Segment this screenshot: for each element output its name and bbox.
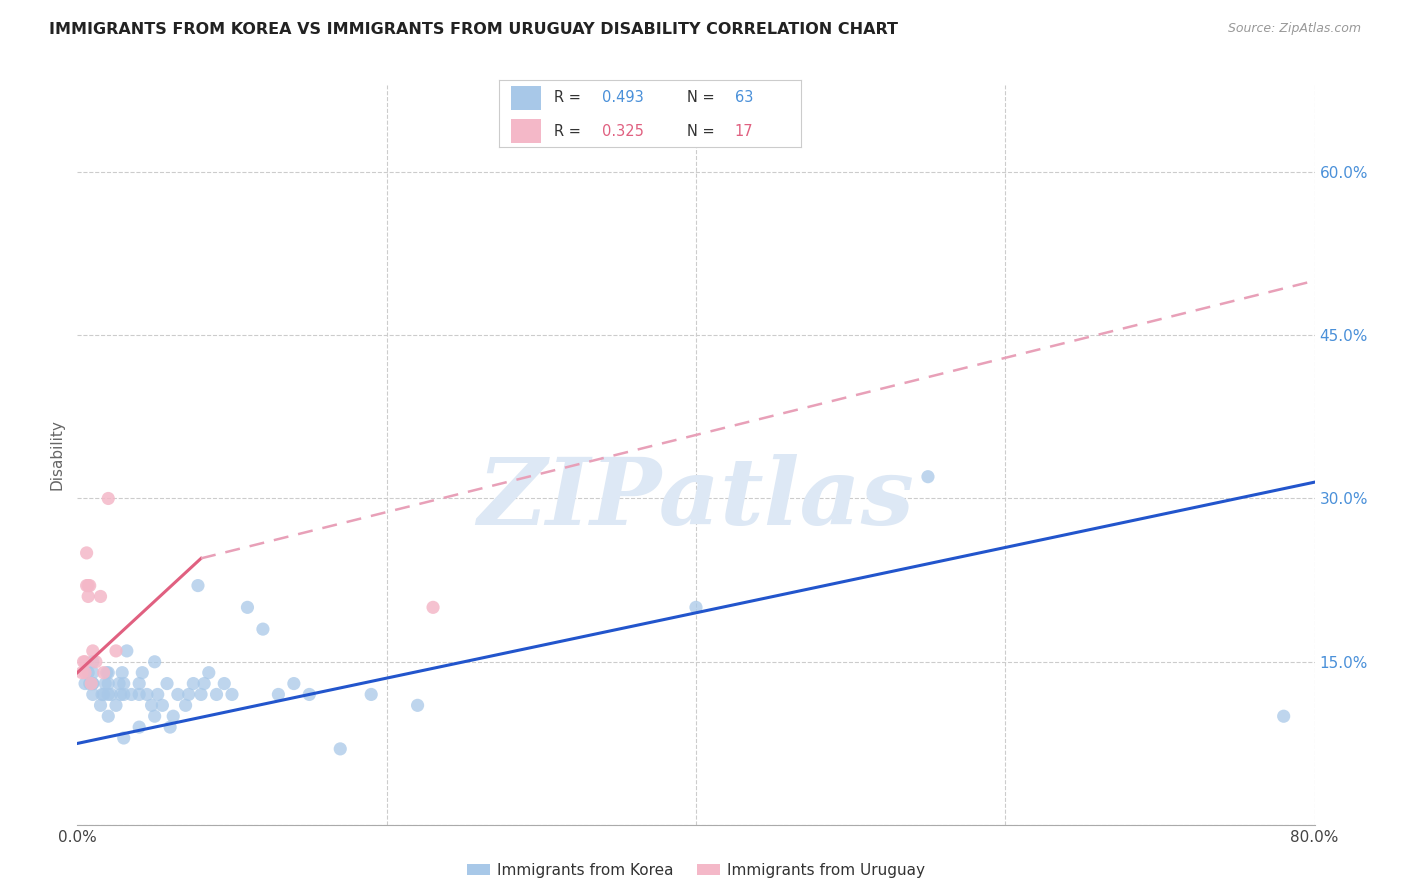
- Point: [162, 709, 184, 723]
- Point: [70, 665, 93, 680]
- Point: [128, 676, 150, 690]
- Point: [79, 578, 101, 592]
- Point: [77, 578, 100, 592]
- Text: IMMIGRANTS FROM KOREA VS IMMIGRANTS FROM URUGUAY DISABILITY CORRELATION CHART: IMMIGRANTS FROM KOREA VS IMMIGRANTS FROM…: [49, 22, 898, 37]
- Text: 63: 63: [735, 90, 754, 105]
- Text: 17: 17: [735, 124, 754, 138]
- Point: [97, 491, 120, 506]
- Point: [105, 644, 127, 658]
- Text: 0.325: 0.325: [602, 124, 644, 138]
- Point: [79, 676, 101, 690]
- Point: [76, 578, 98, 592]
- Point: [76, 546, 98, 560]
- Point: [143, 709, 166, 723]
- Point: [112, 676, 135, 690]
- Point: [136, 688, 159, 702]
- Point: [198, 665, 221, 680]
- Point: [110, 688, 132, 702]
- Point: [267, 688, 290, 702]
- Point: [93, 665, 115, 680]
- Point: [90, 698, 111, 713]
- Point: [917, 469, 939, 483]
- Point: [1272, 709, 1295, 723]
- Point: [82, 665, 104, 680]
- Point: [100, 688, 122, 702]
- Point: [82, 688, 104, 702]
- Point: [143, 655, 166, 669]
- Point: [156, 676, 179, 690]
- Bar: [512, 120, 541, 144]
- Point: [685, 600, 707, 615]
- Point: [82, 676, 104, 690]
- Point: [128, 720, 150, 734]
- Point: [174, 698, 197, 713]
- Y-axis label: Disability: Disability: [49, 419, 65, 491]
- Point: [97, 709, 120, 723]
- Text: R =: R =: [554, 90, 585, 105]
- Point: [159, 720, 181, 734]
- Point: [77, 590, 100, 604]
- Point: [298, 688, 321, 702]
- Point: [80, 676, 103, 690]
- Point: [105, 698, 127, 713]
- Point: [72, 655, 94, 669]
- Point: [131, 665, 153, 680]
- Point: [152, 698, 174, 713]
- Point: [146, 688, 169, 702]
- Point: [406, 698, 429, 713]
- Point: [94, 676, 117, 690]
- Point: [90, 590, 111, 604]
- Text: R =: R =: [554, 124, 585, 138]
- Text: Source: ZipAtlas.com: Source: ZipAtlas.com: [1227, 22, 1361, 36]
- Point: [91, 688, 114, 702]
- Bar: [512, 86, 541, 110]
- Point: [108, 676, 131, 690]
- Point: [193, 676, 215, 690]
- Point: [141, 698, 163, 713]
- Point: [329, 742, 352, 756]
- Point: [221, 688, 243, 702]
- Point: [82, 655, 104, 669]
- Point: [183, 676, 205, 690]
- Point: [214, 676, 236, 690]
- Point: [84, 655, 107, 669]
- Point: [80, 676, 103, 690]
- Point: [422, 600, 444, 615]
- Point: [93, 688, 115, 702]
- Point: [167, 688, 190, 702]
- Point: [115, 644, 138, 658]
- Point: [97, 665, 120, 680]
- Text: ZIPatlas: ZIPatlas: [478, 454, 914, 544]
- Point: [112, 731, 135, 745]
- Point: [96, 665, 118, 680]
- Point: [177, 688, 200, 702]
- Point: [97, 676, 120, 690]
- Point: [111, 665, 134, 680]
- Point: [75, 655, 96, 669]
- Point: [82, 676, 104, 690]
- Point: [360, 688, 382, 702]
- Point: [283, 676, 305, 690]
- Point: [112, 688, 135, 702]
- Text: N =: N =: [686, 124, 718, 138]
- Text: 0.493: 0.493: [602, 90, 644, 105]
- Point: [205, 688, 228, 702]
- Point: [252, 622, 274, 636]
- Point: [187, 578, 209, 592]
- Point: [77, 665, 100, 680]
- Point: [128, 688, 150, 702]
- Legend: Immigrants from Korea, Immigrants from Uruguay: Immigrants from Korea, Immigrants from U…: [461, 857, 931, 884]
- Point: [190, 688, 212, 702]
- Point: [236, 600, 259, 615]
- Point: [82, 644, 104, 658]
- Point: [121, 688, 143, 702]
- Text: N =: N =: [686, 90, 718, 105]
- Point: [75, 665, 96, 680]
- Point: [75, 676, 96, 690]
- Point: [97, 688, 120, 702]
